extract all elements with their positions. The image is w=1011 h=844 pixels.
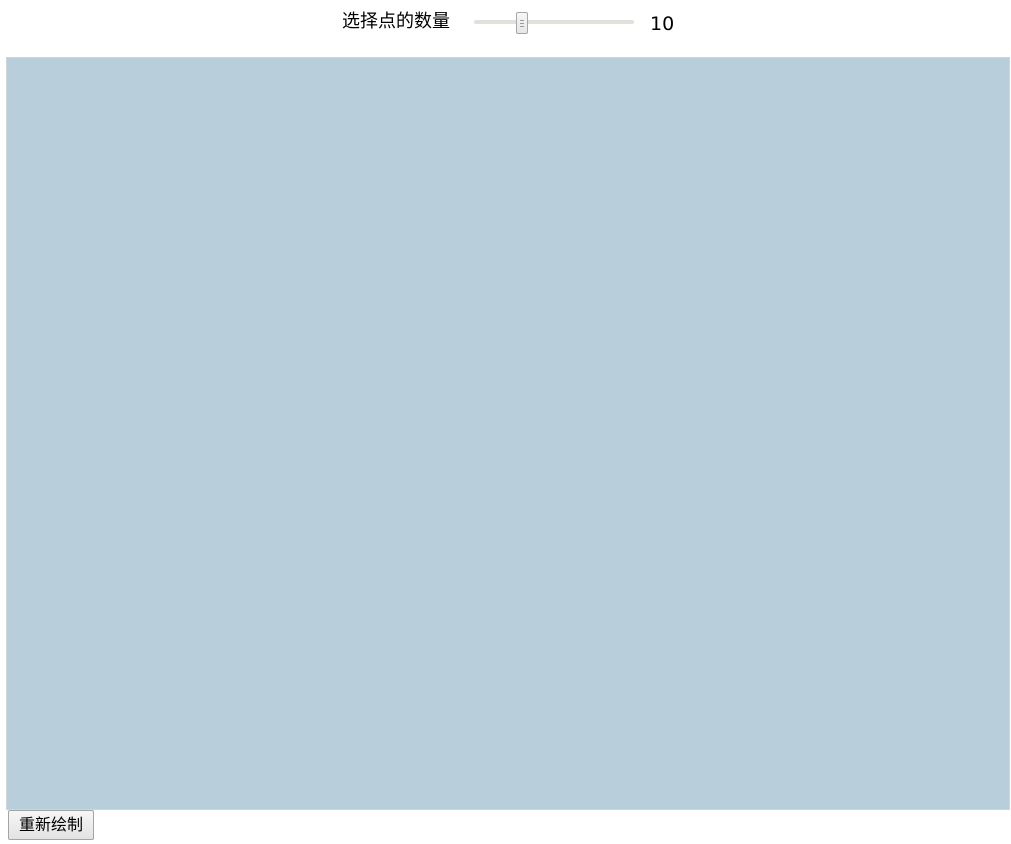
grip-line [520,20,524,21]
slider-track[interactable] [474,20,634,24]
grip-line [520,23,524,24]
slider-thumb[interactable] [516,12,528,34]
controls-bar: 选择点的数量 10 [0,0,1011,46]
grip-line [520,26,524,27]
point-count-slider[interactable] [474,12,634,34]
redraw-button[interactable]: 重新绘制 [8,810,94,840]
drawing-canvas[interactable] [6,57,1010,810]
point-count-label: 选择点的数量 [342,11,450,32]
point-count-value: 10 [650,13,675,35]
